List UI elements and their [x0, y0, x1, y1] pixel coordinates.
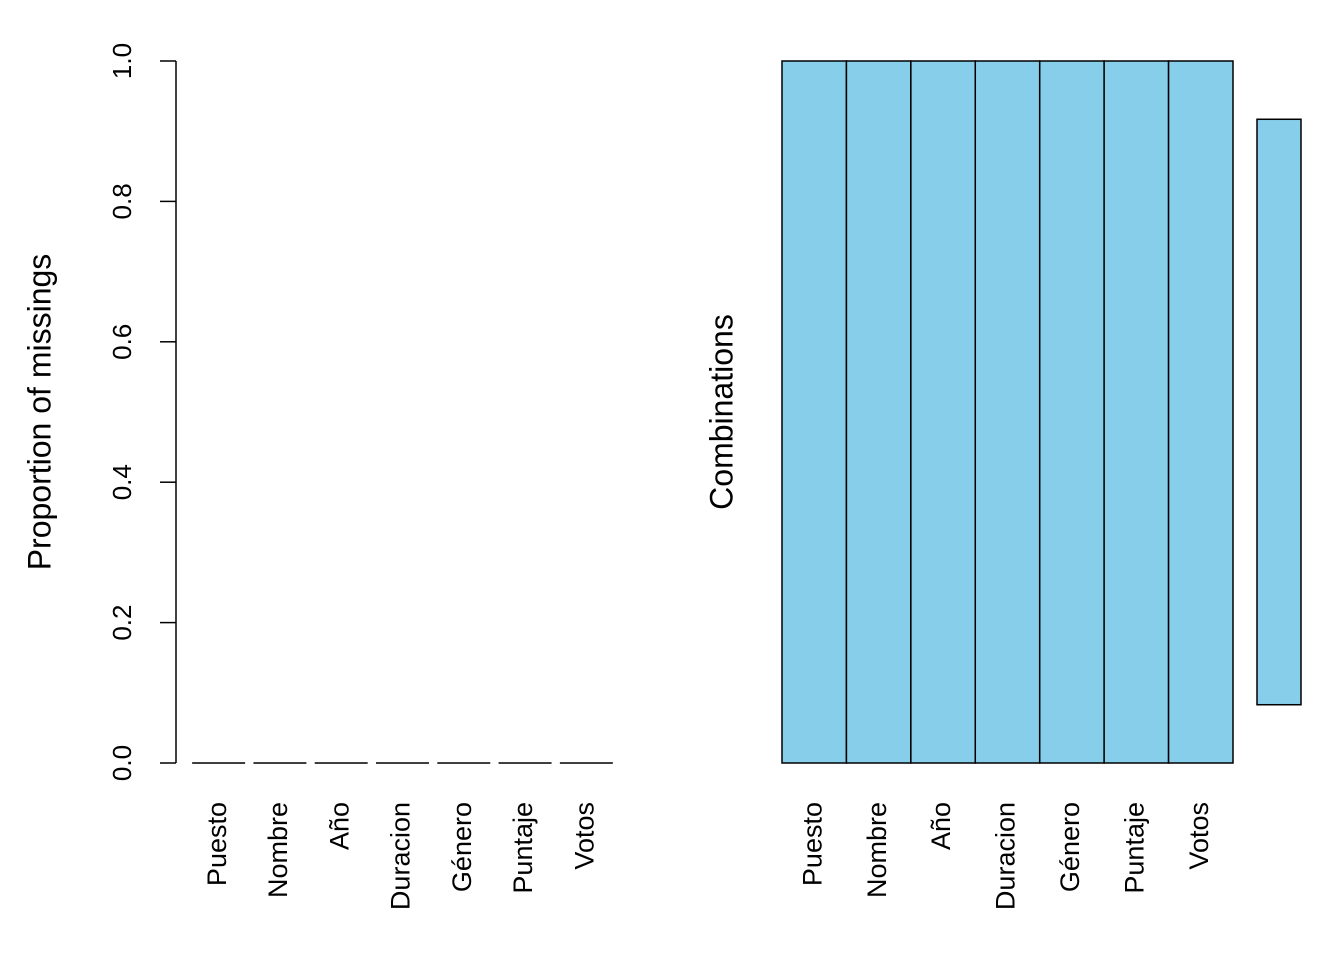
- combination-cell: [845, 60, 912, 764]
- x-tick-label: Votos: [569, 802, 599, 870]
- x-tick-label: Duracion: [991, 802, 1021, 910]
- x-tick-label: Puntaje: [1119, 802, 1149, 894]
- y-tick-label: 0.2: [107, 605, 137, 641]
- y-axis-label: Proportion of missings: [21, 254, 57, 571]
- combination-cell: [910, 60, 977, 764]
- x-tick-label: Año: [324, 802, 354, 850]
- x-tick-label: Puntaje: [508, 802, 538, 894]
- combination-cell: [974, 60, 1041, 764]
- combination-cell: [781, 60, 848, 764]
- x-tick-label: Puesto: [202, 802, 232, 886]
- y-tick-label: 1.0: [107, 43, 137, 79]
- combination-cell: [1038, 60, 1105, 764]
- y-tick-label: 0.0: [107, 745, 137, 781]
- x-tick-label: Género: [1055, 802, 1085, 892]
- x-tick-label: Duracion: [386, 802, 416, 910]
- x-tick-label: Nombre: [263, 802, 293, 898]
- y-tick-label: 0.8: [107, 183, 137, 219]
- combination-cell: [1167, 60, 1234, 764]
- x-tick-label: Género: [447, 802, 477, 892]
- y-tick-label: 0.6: [107, 324, 137, 360]
- y-axis-label: Combinations: [703, 314, 739, 510]
- combination-cell: [1103, 60, 1170, 764]
- frequency-bar: [1256, 118, 1302, 706]
- x-tick-label: Nombre: [862, 802, 892, 898]
- x-tick-label: Año: [926, 802, 956, 850]
- x-tick-label: Puesto: [797, 802, 827, 886]
- x-tick-label: Votos: [1184, 802, 1214, 870]
- y-tick-label: 0.4: [107, 464, 137, 500]
